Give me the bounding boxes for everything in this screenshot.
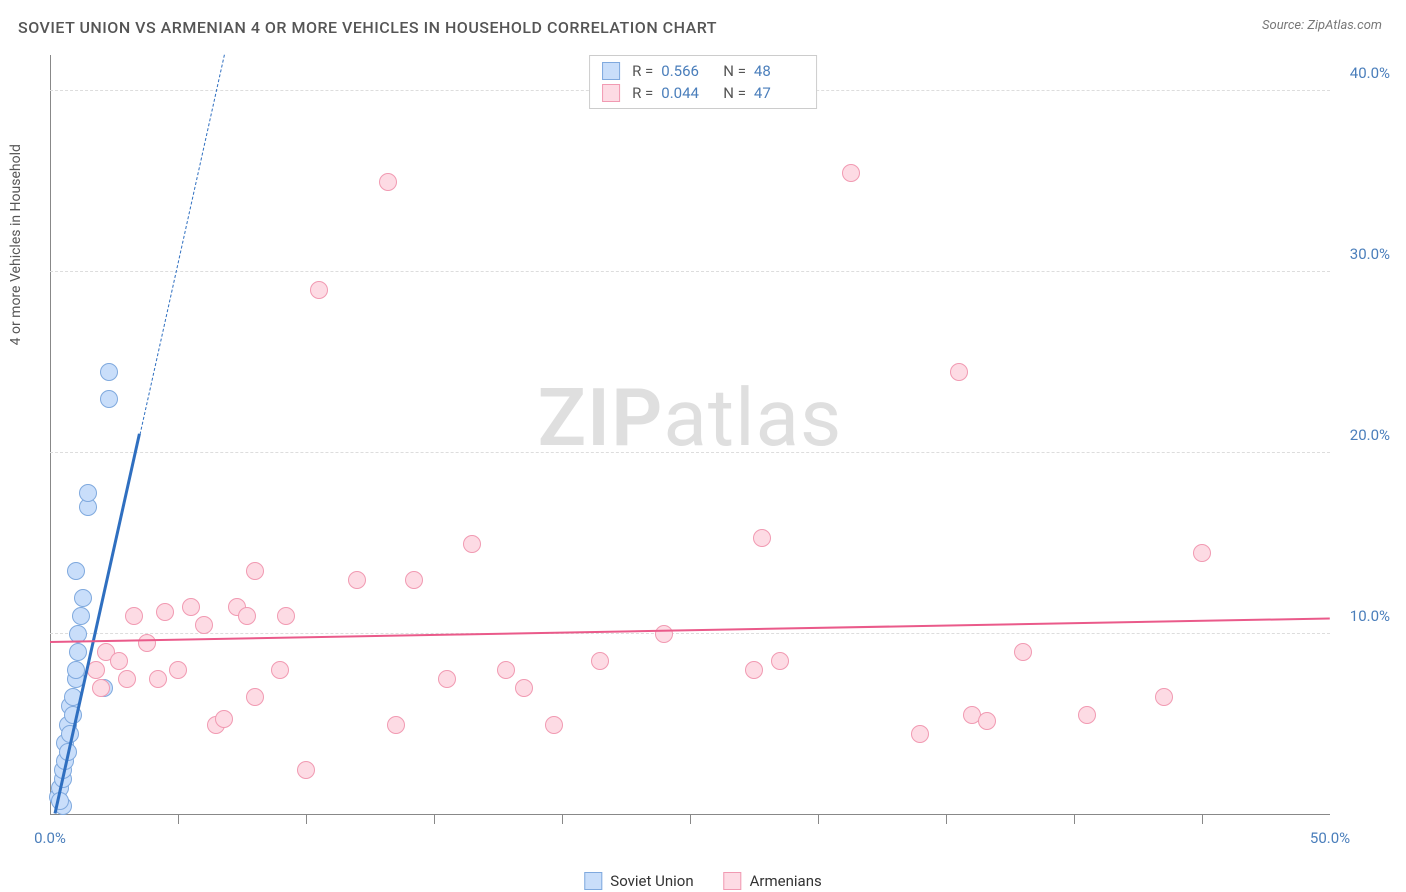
data-point <box>215 710 233 728</box>
data-point <box>297 761 315 779</box>
data-point <box>277 607 295 625</box>
data-point <box>745 661 763 679</box>
data-point <box>310 281 328 299</box>
data-point <box>1155 688 1173 706</box>
x-tick <box>434 815 435 824</box>
legend-n-value: 47 <box>754 84 804 102</box>
data-point <box>379 173 397 191</box>
data-point <box>79 484 97 502</box>
data-point <box>497 661 515 679</box>
grid-line <box>50 633 1330 634</box>
data-point <box>138 634 156 652</box>
grid-line <box>50 271 1330 272</box>
y-tick-label: 10.0% <box>1350 607 1390 625</box>
data-point <box>67 562 85 580</box>
legend-item: Armenians <box>724 872 822 890</box>
data-point <box>515 679 533 697</box>
x-tick <box>1202 815 1203 824</box>
chart-title: SOVIET UNION VS ARMENIAN 4 OR MORE VEHIC… <box>18 18 717 37</box>
legend-label: Soviet Union <box>610 872 693 890</box>
y-axis-line <box>50 55 51 815</box>
data-point <box>271 661 289 679</box>
data-point <box>950 363 968 381</box>
legend-n-key: N = <box>723 62 746 80</box>
source-attribution: Source: ZipAtlas.com <box>1262 18 1382 33</box>
data-point <box>72 607 90 625</box>
data-point <box>195 616 213 634</box>
data-point <box>463 535 481 553</box>
data-point <box>92 679 110 697</box>
legend-r-value: 0.566 <box>661 62 711 80</box>
legend-n-key: N = <box>723 84 746 102</box>
data-point <box>387 716 405 734</box>
legend-row: R = 0.044 N = 47 <box>602 82 804 104</box>
y-tick-label: 20.0% <box>1350 426 1390 444</box>
x-tick <box>178 815 179 824</box>
data-point <box>74 589 92 607</box>
legend-r-key: R = <box>632 62 653 80</box>
y-tick-label: 40.0% <box>1350 64 1390 82</box>
data-point <box>110 652 128 670</box>
legend-swatch <box>602 84 620 102</box>
series-legend: Soviet Union Armenians <box>584 872 821 890</box>
grid-line <box>50 452 1330 453</box>
data-point <box>125 607 143 625</box>
data-point <box>1078 706 1096 724</box>
data-point <box>1193 544 1211 562</box>
data-point <box>100 390 118 408</box>
data-point <box>169 661 187 679</box>
x-tick <box>690 815 691 824</box>
legend-row: R = 0.566 N = 48 <box>602 60 804 82</box>
data-point <box>753 529 771 547</box>
data-point <box>1014 643 1032 661</box>
x-tick <box>818 815 819 824</box>
data-point <box>348 571 366 589</box>
data-point <box>118 670 136 688</box>
legend-r-key: R = <box>632 84 653 102</box>
trend-line <box>54 433 141 814</box>
x-tick <box>946 815 947 824</box>
x-tick-label: 50.0% <box>1310 829 1350 847</box>
data-point <box>771 652 789 670</box>
data-point <box>100 363 118 381</box>
data-point <box>156 603 174 621</box>
correlation-legend: R = 0.566 N = 48 R = 0.044 N = 47 <box>589 55 817 109</box>
data-point <box>545 716 563 734</box>
x-tick <box>306 815 307 824</box>
data-point <box>405 571 423 589</box>
x-tick <box>1074 815 1075 824</box>
data-point <box>182 598 200 616</box>
x-tick-label: 0.0% <box>34 829 66 847</box>
legend-swatch <box>602 62 620 80</box>
data-point <box>591 652 609 670</box>
data-point <box>246 562 264 580</box>
legend-label: Armenians <box>750 872 822 890</box>
data-point <box>67 661 85 679</box>
plot-area: ZIPatlas 10.0%20.0%30.0%40.0%0.0%50.0% <box>50 55 1330 845</box>
legend-item: Soviet Union <box>584 872 693 890</box>
data-point <box>438 670 456 688</box>
trend-line <box>139 54 224 434</box>
data-point <box>911 725 929 743</box>
data-point <box>978 712 996 730</box>
data-point <box>149 670 167 688</box>
legend-swatch <box>724 872 742 890</box>
data-point <box>246 688 264 706</box>
data-point <box>655 625 673 643</box>
data-point <box>842 164 860 182</box>
legend-swatch <box>584 872 602 890</box>
data-point <box>69 643 87 661</box>
legend-r-value: 0.044 <box>661 84 711 102</box>
legend-n-value: 48 <box>754 62 804 80</box>
x-tick <box>562 815 563 824</box>
data-point <box>238 607 256 625</box>
y-axis-label: 4 or more Vehicles in Household <box>8 144 24 345</box>
y-tick-label: 30.0% <box>1350 245 1390 263</box>
